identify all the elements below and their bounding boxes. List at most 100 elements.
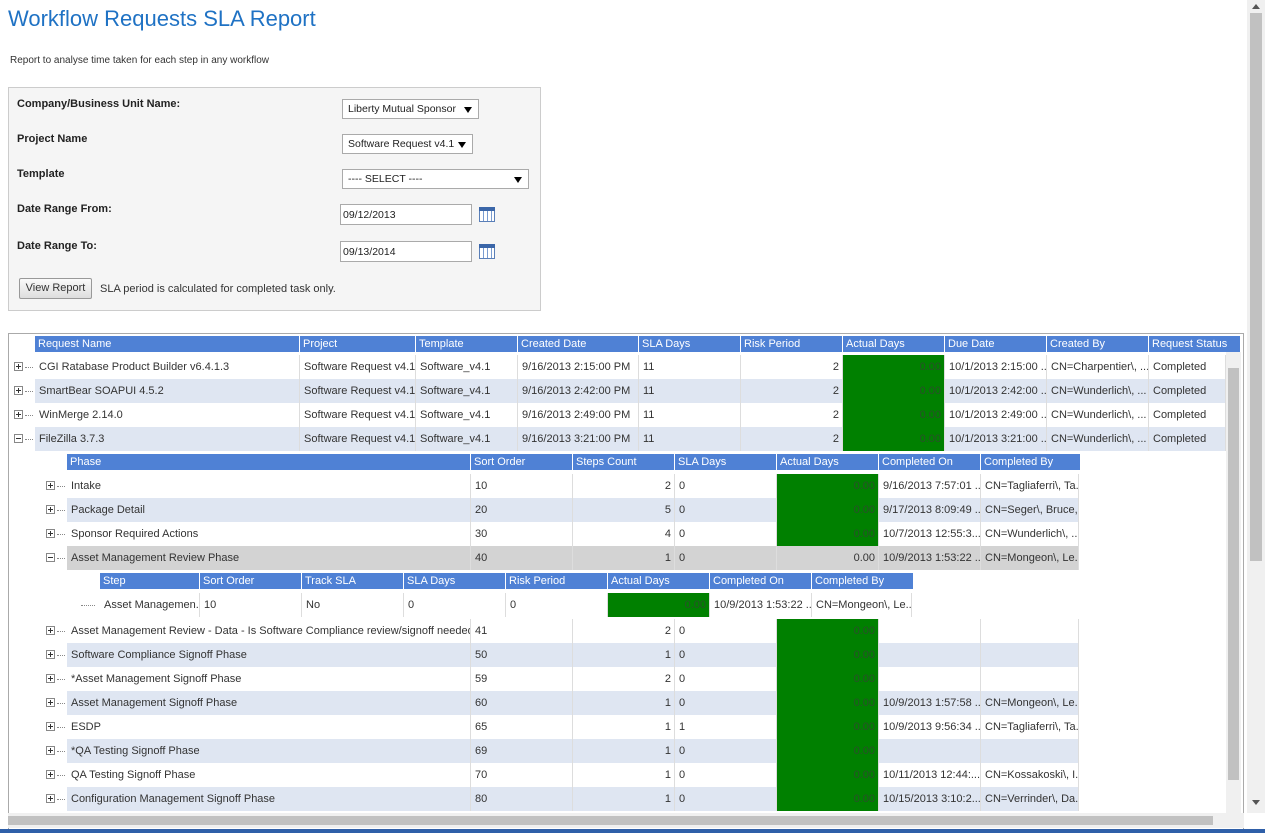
cell: CN=Charpentier\, ...	[1047, 355, 1149, 379]
column-header: Request Name	[35, 336, 300, 352]
cell: 20	[471, 498, 573, 522]
cell: 30	[471, 522, 573, 546]
cell: 9/16/2013 2:49:00 PM	[518, 403, 639, 427]
grid-scroll-thumb[interactable]	[1228, 368, 1239, 780]
row-band	[67, 643, 1079, 667]
cell: 0.00	[777, 691, 879, 715]
date-input[interactable]: 09/13/2014	[340, 241, 472, 262]
expand-toggle[interactable]	[46, 505, 55, 514]
cell: 9/16/2013 3:21:00 PM	[518, 427, 639, 451]
cell: 0.00	[608, 593, 710, 617]
cell: 1	[573, 691, 675, 715]
calendar-icon[interactable]	[479, 244, 495, 259]
cell: 0	[675, 739, 777, 763]
grid-scrollbar[interactable]	[1226, 352, 1241, 813]
filter-label: Project Name	[17, 133, 88, 145]
dropdown[interactable]: Liberty Mutual Sponsor	[342, 99, 479, 119]
cell: 11	[639, 403, 741, 427]
tree-line	[57, 775, 65, 776]
h-scrollbar[interactable]	[8, 813, 1244, 828]
cell: CN=Verrinder\, Da...	[981, 787, 1079, 811]
tree-line	[25, 439, 33, 440]
expand-toggle[interactable]	[46, 770, 55, 779]
calendar-icon[interactable]	[479, 207, 495, 222]
cell: Software Request v4.1	[300, 379, 416, 403]
cell: 0	[675, 643, 777, 667]
column-header: Actual Days	[608, 573, 710, 589]
dropdown[interactable]: Software Request v4.1	[342, 134, 473, 154]
cell: Completed	[1149, 379, 1226, 403]
cell	[981, 739, 1079, 763]
scroll-down[interactable]	[1252, 800, 1260, 805]
cell: Software Request v4.1	[300, 427, 416, 451]
column-header: Completed By	[812, 573, 914, 589]
row-band	[67, 691, 1079, 715]
cell: Software_v4.1	[416, 355, 518, 379]
cell: 0	[675, 546, 777, 570]
expand-toggle[interactable]	[46, 529, 55, 538]
expand-toggle[interactable]	[46, 746, 55, 755]
expand-toggle[interactable]	[14, 410, 23, 419]
column-header: Track SLA	[302, 573, 404, 589]
cell: Completed	[1149, 355, 1226, 379]
expand-toggle[interactable]	[14, 434, 23, 443]
scroll-up[interactable]	[1252, 4, 1260, 9]
column-header: Sort Order	[471, 454, 573, 470]
cell: 0.00	[843, 427, 945, 451]
cell: 0	[675, 522, 777, 546]
h-scroll-thumb[interactable]	[8, 816, 1213, 825]
expand-toggle[interactable]	[46, 626, 55, 635]
date-input[interactable]: 09/12/2013	[340, 204, 472, 225]
cell: CN=Wunderlich\, ...	[1047, 379, 1149, 403]
view-report-button[interactable]: View Report	[19, 278, 92, 299]
row-band	[67, 787, 1079, 811]
cell: 69	[471, 739, 573, 763]
expand-toggle[interactable]	[46, 698, 55, 707]
subtitle: Report to analyse time taken for each st…	[10, 55, 270, 66]
cell: 1	[573, 715, 675, 739]
cell: 41	[471, 619, 573, 643]
column-header: SLA Days	[404, 573, 506, 589]
column-header: Template	[416, 336, 518, 352]
cell: Completed	[1149, 403, 1226, 427]
tree-line	[57, 679, 65, 680]
cell: Software_v4.1	[416, 379, 518, 403]
filter-label: Date Range To:	[17, 240, 97, 252]
cell: 0.00	[777, 474, 879, 498]
cell: 5	[573, 498, 675, 522]
expand-toggle[interactable]	[46, 674, 55, 683]
cell: 1	[573, 643, 675, 667]
cell: 10/11/2013 12:44:...	[879, 763, 981, 787]
cell: 0.00	[843, 403, 945, 427]
filter-panel	[8, 87, 541, 311]
cell: CN=Wunderlich\, ...	[1047, 403, 1149, 427]
expand-toggle[interactable]	[14, 386, 23, 395]
cell: 4	[573, 522, 675, 546]
column-header: Risk Period	[506, 573, 608, 589]
column-header: Step	[100, 573, 200, 589]
cell: 11	[639, 379, 741, 403]
page-scroll-thumb[interactable]	[1250, 13, 1262, 561]
cell: CN=Wunderlich\, ...	[1047, 427, 1149, 451]
expand-toggle[interactable]	[14, 362, 23, 371]
note: SLA period is calculated for completed t…	[100, 283, 336, 295]
report-grid	[8, 333, 1244, 829]
tree-line	[57, 558, 65, 559]
cell	[981, 643, 1079, 667]
cell: 0	[675, 619, 777, 643]
cell: Software Request v4.1	[300, 403, 416, 427]
expand-toggle[interactable]	[46, 794, 55, 803]
row-band	[67, 498, 1079, 522]
filter-label: Date Range From:	[17, 203, 112, 215]
dropdown[interactable]: ---- SELECT ----	[342, 169, 529, 189]
expand-toggle[interactable]	[46, 553, 55, 562]
cell: Completed	[1149, 427, 1226, 451]
cell: CN=Mongeon\, Le...	[812, 593, 912, 617]
page-scrollbar[interactable]	[1247, 0, 1265, 813]
expand-toggle[interactable]	[46, 722, 55, 731]
expand-toggle[interactable]	[46, 650, 55, 659]
row-band	[67, 739, 1079, 763]
cell: Software_v4.1	[416, 403, 518, 427]
expand-toggle[interactable]	[46, 481, 55, 490]
